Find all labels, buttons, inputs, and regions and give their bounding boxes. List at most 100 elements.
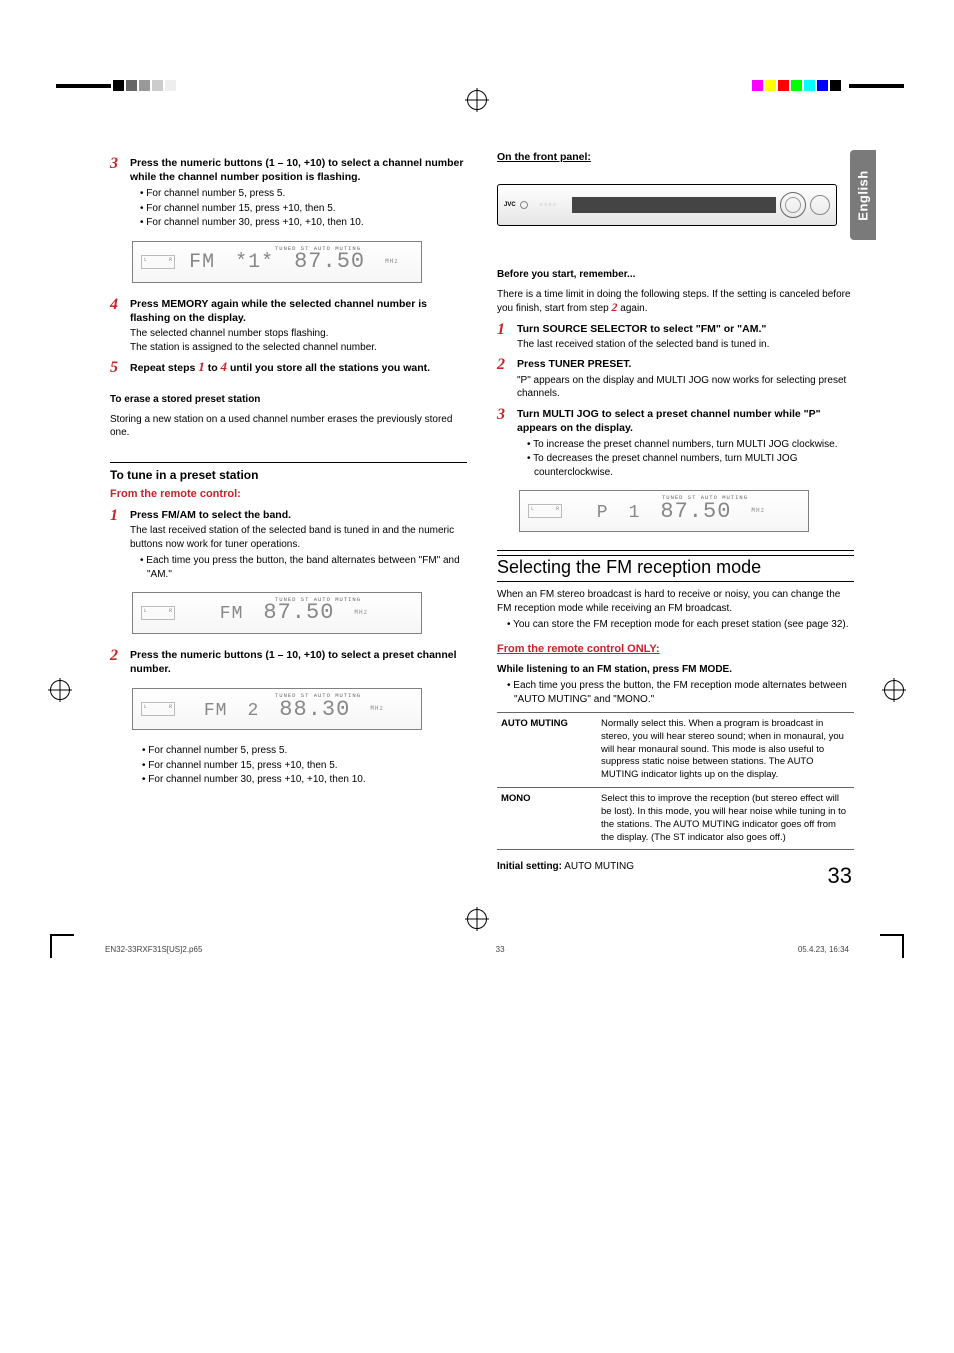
level-meter-icon: LR bbox=[141, 255, 175, 269]
page-content: 3 Press the numeric buttons (1 – 10, +10… bbox=[0, 70, 954, 904]
step-3: 3 Press the numeric buttons (1 – 10, +10… bbox=[110, 156, 467, 231]
display-channel: 2 bbox=[247, 699, 259, 723]
before-heading: Before you start, remember... bbox=[497, 268, 854, 282]
erase-text: Storing a new station on a used channel … bbox=[110, 413, 467, 440]
display-band: FM bbox=[189, 249, 215, 276]
step-5: 5 Repeat steps 1 to 4 until you store al… bbox=[110, 360, 467, 377]
bullet: To decreases the preset channel numbers,… bbox=[527, 452, 854, 479]
level-meter-icon: LR bbox=[141, 606, 175, 620]
text: There is a time limit in doing the follo… bbox=[497, 289, 851, 315]
panel-step-2: 2 Press TUNER PRESET. "P" appears on the… bbox=[497, 357, 854, 400]
step-title: Turn SOURCE SELECTOR to select "FM" or "… bbox=[517, 322, 854, 336]
display-band: FM bbox=[220, 602, 244, 626]
step-number: 2 bbox=[497, 357, 511, 400]
display-indicators: TUNED ST AUTO MUTING bbox=[275, 245, 361, 252]
crosshair-icon bbox=[467, 90, 487, 110]
display-band: FM bbox=[204, 699, 228, 723]
bullet: Each time you press the button, the band… bbox=[140, 554, 467, 581]
before-text: There is a time limit in doing the follo… bbox=[497, 288, 854, 316]
bullet: For channel number 5, press 5. bbox=[142, 744, 467, 758]
mode-desc: Select this to improve the reception (bu… bbox=[597, 788, 854, 850]
step-title: Turn MULTI JOG to select a preset channe… bbox=[517, 407, 854, 435]
step-title: Repeat steps 1 to 4 until you store all … bbox=[130, 360, 467, 375]
display-panel: LR TUNED ST AUTO MUTING FM *1* 87.50 MHz bbox=[132, 241, 422, 283]
front-panel-heading: On the front panel: bbox=[497, 150, 854, 164]
display-channel: 1 bbox=[629, 501, 641, 525]
step-number: 1 bbox=[497, 322, 511, 352]
panel-step-3: 3 Turn MULTI JOG to select a preset chan… bbox=[497, 407, 854, 481]
step-title: Press the numeric buttons (1 – 10, +10) … bbox=[130, 648, 467, 676]
tune-heading: To tune in a preset station bbox=[110, 467, 467, 483]
fm-intro: When an FM stereo broadcast is hard to r… bbox=[497, 588, 854, 615]
fm-mode-table: AUTO MUTING Normally select this. When a… bbox=[497, 712, 854, 850]
level-meter-icon: LR bbox=[141, 702, 175, 716]
multi-jog-icon bbox=[780, 192, 806, 218]
level-meter-icon: LR bbox=[528, 504, 562, 518]
step-title: Press the numeric buttons (1 – 10, +10) … bbox=[130, 156, 467, 184]
from-remote-label: From the remote control: bbox=[110, 487, 467, 502]
display-unit: MHz bbox=[354, 609, 368, 617]
bullet: You can store the FM reception mode for … bbox=[507, 618, 854, 632]
step-bullets: For channel number 5, press 5. For chann… bbox=[140, 187, 467, 230]
step-number: 1 bbox=[110, 508, 124, 582]
language-label: English bbox=[856, 170, 871, 220]
display-indicators: TUNED ST AUTO MUTING bbox=[275, 692, 361, 699]
step-number: 3 bbox=[497, 407, 511, 481]
mode-name: AUTO MUTING bbox=[497, 713, 597, 788]
display-indicators: TUNED ST AUTO MUTING bbox=[662, 494, 748, 501]
brand-label: JVC bbox=[504, 201, 520, 209]
mode-name: MONO bbox=[497, 788, 597, 850]
text: to bbox=[205, 362, 221, 374]
crosshair-icon bbox=[884, 680, 904, 700]
step-text: The last received station of the selecte… bbox=[517, 338, 854, 352]
bullet: Each time you press the button, the FM r… bbox=[507, 679, 854, 706]
step-text: The last received station of the selecte… bbox=[130, 524, 467, 551]
step-4: 4 Press MEMORY again while the selected … bbox=[110, 297, 467, 354]
remote-step-2-bullets: For channel number 5, press 5. For chann… bbox=[142, 744, 467, 787]
bullet: For channel number 30, press +10, +10, t… bbox=[142, 773, 467, 787]
step-title: Press FM/AM to select the band. bbox=[130, 508, 467, 522]
bullet: For channel number 30, press +10, +10, t… bbox=[140, 216, 467, 230]
display-panel: LR TUNED ST AUTO MUTING FM 87.50 MHz bbox=[132, 592, 422, 634]
text: until you store all the stations you wan… bbox=[227, 362, 430, 374]
footer-timestamp: 05.4.23, 16:34 bbox=[798, 945, 849, 954]
bullet: For channel number 15, press +10, then 5… bbox=[142, 759, 467, 773]
initial-setting: Initial setting: AUTO MUTING bbox=[497, 860, 854, 874]
crosshair-icon bbox=[467, 909, 487, 929]
display-indicators: TUNED ST AUTO MUTING bbox=[275, 596, 361, 603]
remote-step-2: 2 Press the numeric buttons (1 – 10, +10… bbox=[110, 648, 467, 678]
initial-value: AUTO MUTING bbox=[562, 861, 634, 872]
language-tab: English bbox=[850, 150, 876, 240]
step-number: 2 bbox=[110, 648, 124, 678]
initial-label: Initial setting: bbox=[497, 861, 562, 872]
footer-page: 33 bbox=[496, 945, 505, 954]
display-unit: MHz bbox=[370, 705, 384, 713]
remote-step-1: 1 Press FM/AM to select the band. The la… bbox=[110, 508, 467, 582]
table-row: AUTO MUTING Normally select this. When a… bbox=[497, 713, 854, 788]
panel-step-1: 1 Turn SOURCE SELECTOR to select "FM" or… bbox=[497, 322, 854, 352]
display-panel: LR TUNED ST AUTO MUTING P 1 87.50 MHz bbox=[519, 490, 809, 532]
step-title: Press MEMORY again while the selected ch… bbox=[130, 297, 467, 325]
bullet: To increase the preset channel numbers, … bbox=[527, 438, 854, 452]
bullet: For channel number 5, press 5. bbox=[140, 187, 467, 201]
display-band: P bbox=[597, 501, 609, 525]
step-number: 5 bbox=[110, 360, 124, 377]
page-number: 33 bbox=[828, 863, 852, 889]
step-text: The selected channel number stops flashi… bbox=[130, 327, 467, 341]
display-panel: LR TUNED ST AUTO MUTING FM 2 88.30 MHz bbox=[132, 688, 422, 730]
step-text: The station is assigned to the selected … bbox=[130, 341, 467, 355]
fm-section-title: Selecting the FM reception mode bbox=[497, 550, 854, 582]
mode-desc: Normally select this. When a program is … bbox=[597, 713, 854, 788]
bullet: For channel number 15, press +10, then 5… bbox=[140, 202, 467, 216]
page-footer: EN32-33RXF31S[US]2.p65 33 05.4.23, 16:34 bbox=[50, 945, 904, 954]
fm-while-label: While listening to an FM station, press … bbox=[497, 663, 854, 677]
text: Repeat steps bbox=[130, 362, 198, 374]
step-number: 3 bbox=[110, 156, 124, 231]
crosshair-icon bbox=[50, 680, 70, 700]
right-column: On the front panel: 2 1, 3 JVC ○ ○ ○ ○ B… bbox=[497, 150, 854, 874]
step-title: Press TUNER PRESET. bbox=[517, 357, 854, 371]
left-column: 3 Press the numeric buttons (1 – 10, +10… bbox=[110, 150, 467, 874]
front-panel-diagram: 2 1, 3 JVC ○ ○ ○ ○ bbox=[497, 184, 837, 254]
from-remote-only-label: From the remote control ONLY: bbox=[497, 642, 854, 657]
footer-filename: EN32-33RXF31S[US]2.p65 bbox=[105, 945, 202, 954]
